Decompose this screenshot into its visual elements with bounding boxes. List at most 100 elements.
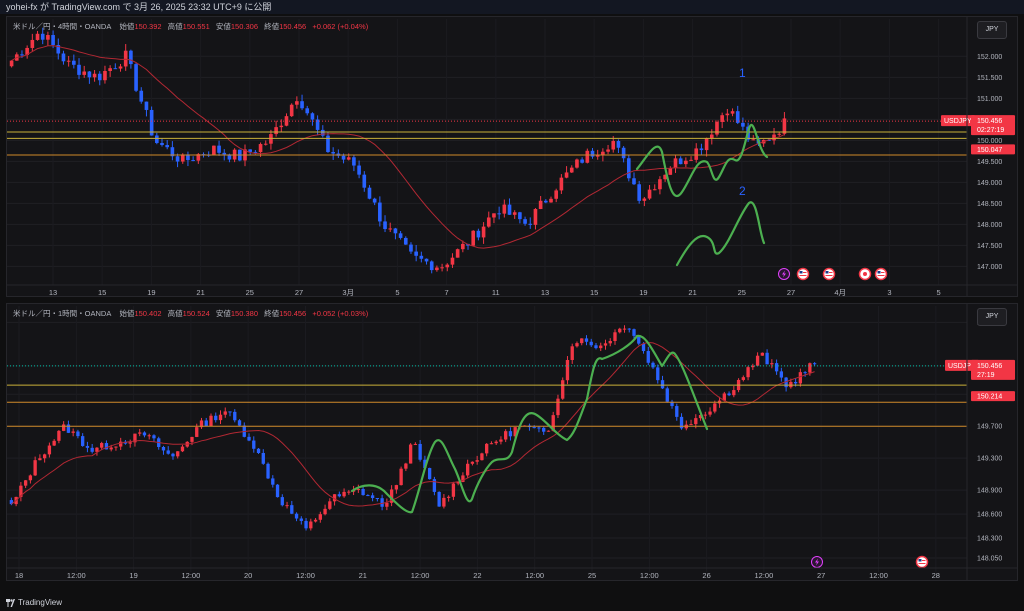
candle-body (651, 362, 655, 368)
candle-body (546, 430, 551, 432)
candle-body (196, 154, 201, 161)
time-axis-label: 21 (359, 571, 367, 580)
candle-body (603, 343, 608, 346)
candle-body (144, 101, 149, 110)
candle-body (176, 451, 180, 457)
level-tag-bg (971, 391, 1015, 402)
candle-body (746, 367, 750, 378)
candle-body (642, 198, 647, 201)
chart-panel-4h[interactable]: 米ドル／円・4時間・OANDA 始値150.392 高値150.551 安値15… (6, 16, 1018, 297)
candle-body (613, 332, 617, 342)
candle-body (601, 151, 605, 156)
candle-body (320, 129, 325, 136)
candle-body (389, 489, 394, 503)
high-label: 高値 (167, 22, 183, 31)
level-tag-bg (971, 144, 1015, 155)
candle-body (290, 505, 294, 514)
candle-body (789, 381, 793, 388)
currency-button[interactable]: JPY (977, 21, 1007, 39)
symbol-name: 米ドル／円・1時間・OANDA (13, 309, 112, 318)
time-axis-label: 19 (639, 288, 647, 296)
countdown-tag: 27:19 (977, 372, 995, 379)
candle-body (427, 468, 432, 480)
candle-body (134, 64, 138, 91)
candle-body (304, 520, 308, 529)
candle-body (279, 125, 284, 128)
candle-body (451, 483, 456, 497)
candle-body (76, 431, 80, 437)
candle-body (261, 452, 265, 464)
candle-body (508, 431, 513, 437)
pane-separator[interactable] (0, 297, 1024, 303)
candle-body (51, 35, 55, 46)
candle-body (632, 329, 636, 336)
candle-body (730, 111, 735, 114)
candle-body (28, 475, 33, 481)
time-axis-label: 26 (702, 571, 710, 580)
candle-body (507, 204, 512, 215)
time-axis-label: 4月 (834, 288, 846, 296)
time-axis-label: 12:00 (182, 571, 201, 580)
candle-body (663, 174, 667, 180)
price-axis-label: 149.700 (977, 424, 1002, 431)
time-axis-label: 27 (787, 288, 795, 296)
candle-body (608, 341, 612, 344)
close-label: 終値 (264, 22, 280, 31)
candle-body (90, 447, 94, 452)
time-axis-label: 13 (541, 288, 549, 296)
time-axis-label: 7 (445, 288, 449, 296)
candle-body (713, 403, 717, 412)
chart-panel-1h[interactable]: 米ドル／円・1時間・OANDA 始値150.402 高値150.524 安値15… (6, 303, 1018, 581)
candle-body (142, 432, 147, 436)
candle-body (212, 145, 216, 155)
open-value: 150.392 (134, 22, 162, 31)
candle-body (556, 398, 560, 416)
chart-canvas-4h[interactable]: 152.000151.500151.000150.500150.000149.5… (7, 17, 1017, 296)
candle-body (289, 104, 294, 117)
candle-body (673, 158, 678, 169)
candle-body (25, 47, 29, 56)
currency-button[interactable]: JPY (977, 308, 1007, 326)
candle-body (166, 450, 170, 454)
candle-body (694, 148, 699, 160)
candle-body (309, 521, 313, 529)
candle-body (504, 431, 508, 440)
candle-body (767, 139, 771, 141)
time-axis-label: 12:00 (755, 571, 774, 580)
candle-body (383, 221, 387, 230)
candle-body (275, 484, 280, 498)
candle-body (808, 363, 812, 373)
candle-body (139, 90, 144, 102)
time-axis-label: 27 (295, 288, 303, 296)
candle-body (622, 328, 627, 330)
candle-body (580, 159, 584, 163)
candle-body (61, 424, 66, 431)
candle-body (313, 519, 318, 522)
candle-body (708, 411, 712, 415)
time-axis-label: 27 (817, 571, 825, 580)
candle-body (204, 420, 208, 427)
candle-body (551, 415, 555, 431)
candle-body (97, 73, 102, 81)
candle-body (803, 372, 807, 374)
time-axis-label: 3 (887, 288, 891, 296)
candle-body (476, 230, 481, 238)
candle-body (87, 71, 92, 78)
candle-body (305, 108, 310, 114)
open-label: 始値 (119, 22, 135, 31)
candle-body (512, 212, 517, 215)
time-axis-label: 19 (129, 571, 137, 580)
candle-body (299, 518, 303, 521)
us-flag-icon (915, 555, 929, 569)
price-axis-label: 148.050 (977, 556, 1002, 563)
chart-canvas-1h[interactable]: 151.000150.456150.100149.700149.300148.9… (7, 304, 1017, 580)
time-axis-label: 21 (196, 288, 204, 296)
candle-body (554, 190, 559, 199)
time-axis-label: 19 (147, 288, 155, 296)
candle-body (414, 251, 418, 256)
price-tag-bg (971, 359, 1015, 380)
lightning-glyph (815, 558, 819, 566)
chart-legend-1h: 米ドル／円・1時間・OANDA 始値150.402 高値150.524 安値15… (13, 308, 368, 319)
candle-body (544, 200, 548, 203)
price-axis-label: 148.300 (977, 536, 1002, 543)
